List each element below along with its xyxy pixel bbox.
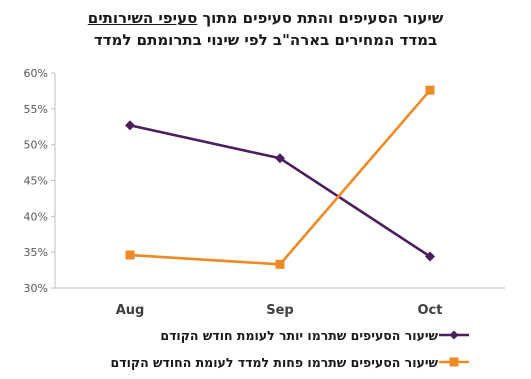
y-tick-label: 50% — [24, 139, 48, 152]
y-tick-label: 40% — [24, 210, 48, 223]
series-2-point — [275, 259, 285, 269]
x-tick-label: Aug — [116, 303, 145, 318]
x-tick-label: Oct — [418, 303, 443, 318]
chart-title-underlined: סעיפי השירותים — [87, 9, 198, 27]
legend-label-series-1: שיעור הסעיפים שתרמו יותר לעומת חודש הקוד… — [160, 327, 438, 343]
legend-label-series-2: שיעור הסעיפים שתרמו פחות למדד לעומת החוד… — [110, 354, 438, 370]
chart-title-line1: שיעור הסעיפים והתת סעיפים מתוך סעיפי השי… — [0, 9, 531, 27]
chart-title-line2: במדד המחירים בארה"ב לפי שינוי בתרומתם למ… — [93, 31, 438, 49]
series-1-line — [129, 124, 431, 258]
y-tick-label: 55% — [24, 103, 48, 116]
series-2-line — [129, 89, 431, 266]
series-1-point — [275, 153, 285, 164]
series-1-point — [425, 251, 435, 262]
legend-item-series-2: שיעור הסעיפים שתרמו פחות למדד לעומת החוד… — [50, 352, 470, 372]
chart-title-part1: שיעור הסעיפים והתת סעיפים מתוך — [202, 9, 444, 27]
legend-item-series-1: שיעור הסעיפים שתרמו יותר לעומת חודש הקוד… — [50, 325, 470, 345]
legend-square-marker-icon — [439, 357, 469, 367]
series-2-point — [425, 85, 435, 95]
series-2-point — [125, 250, 135, 260]
y-tick-label: 60% — [24, 67, 48, 80]
y-tick-label: 30% — [24, 282, 48, 295]
legend-diamond-marker-icon — [439, 330, 469, 340]
y-tick-label: 45% — [24, 175, 48, 188]
series-1-point — [125, 120, 135, 131]
x-tick-label: Sep — [266, 303, 294, 318]
y-tick-label: 35% — [24, 246, 48, 259]
